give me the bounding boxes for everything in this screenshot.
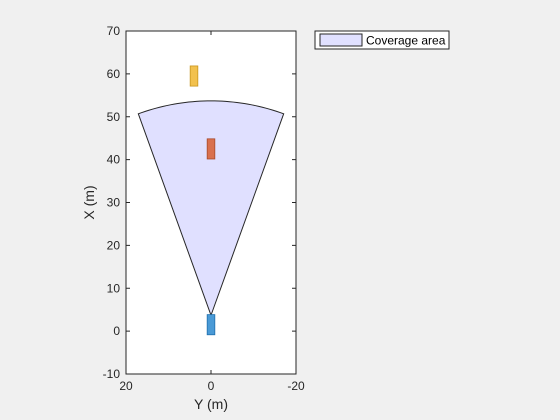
legend: Coverage area xyxy=(314,30,450,50)
y-tick-label: 30 xyxy=(107,196,121,210)
y-tick-label: 50 xyxy=(107,110,121,124)
vehicle-target-2 xyxy=(189,65,199,87)
y-tick-label: 10 xyxy=(107,281,121,295)
y-tick-label: 40 xyxy=(107,153,121,167)
y-axis-label: X (m) xyxy=(81,185,97,219)
y-tick-label: 60 xyxy=(107,67,121,81)
tick-layer: 20 0 -20 -10 0 10 20 30 40 50 60 70 xyxy=(103,24,305,393)
vehicle-layer xyxy=(189,65,216,336)
x-axis-label: Y (m) xyxy=(194,396,228,412)
coverage-area-sector xyxy=(137,100,285,317)
x-tick-label: -20 xyxy=(287,379,305,393)
x-tick-label: 0 xyxy=(208,379,215,393)
sector-layer xyxy=(137,100,285,317)
legend-label-coverage-area: Coverage area xyxy=(366,34,446,48)
y-tick-label: 70 xyxy=(107,24,121,38)
x-tick-label: 20 xyxy=(119,379,133,393)
y-tick-label: 20 xyxy=(107,238,121,252)
legend-swatch-coverage-area xyxy=(319,33,363,47)
y-tick-label: 0 xyxy=(113,324,120,338)
vehicle-target-1 xyxy=(206,138,216,160)
vehicle-ego xyxy=(206,314,216,336)
y-tick-label: -10 xyxy=(103,367,121,381)
